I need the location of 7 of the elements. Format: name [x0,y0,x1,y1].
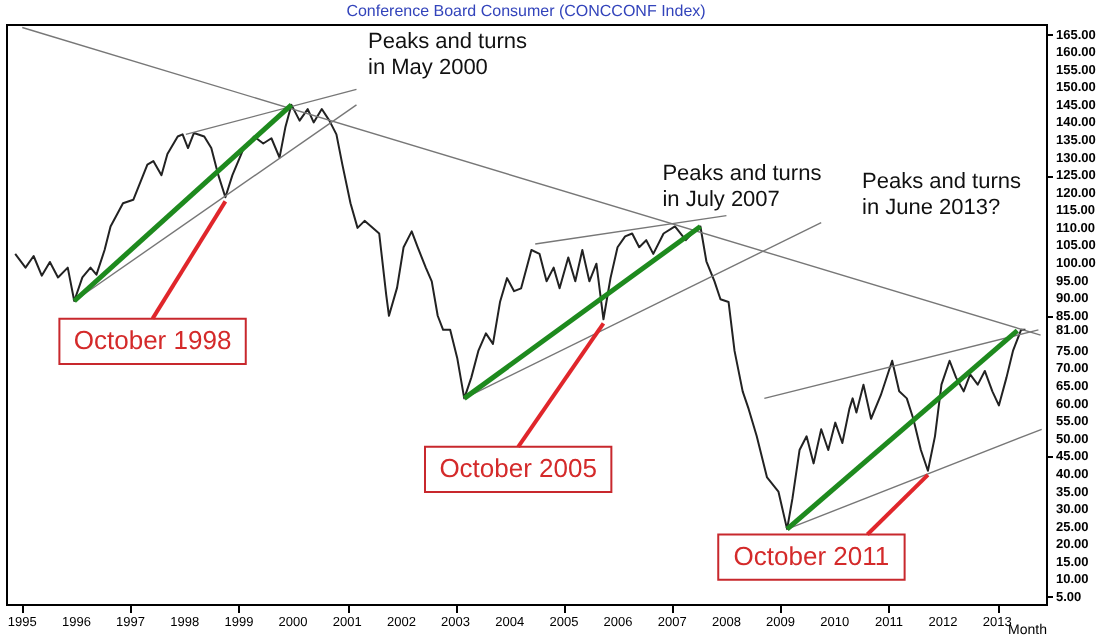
annotation: October 2011 [733,541,890,572]
chart-title: Conference Board Consumer (CONCCONF Index) [346,2,707,20]
annotation: Peaks and turns in May 2000 [368,30,528,80]
annotation: Peaks and turns in June 2013? [862,170,1022,220]
annotation: October 1998 [73,325,232,356]
annotation: October 2005 [439,453,597,484]
annotation: Peaks and turns in July 2007 [662,162,823,213]
